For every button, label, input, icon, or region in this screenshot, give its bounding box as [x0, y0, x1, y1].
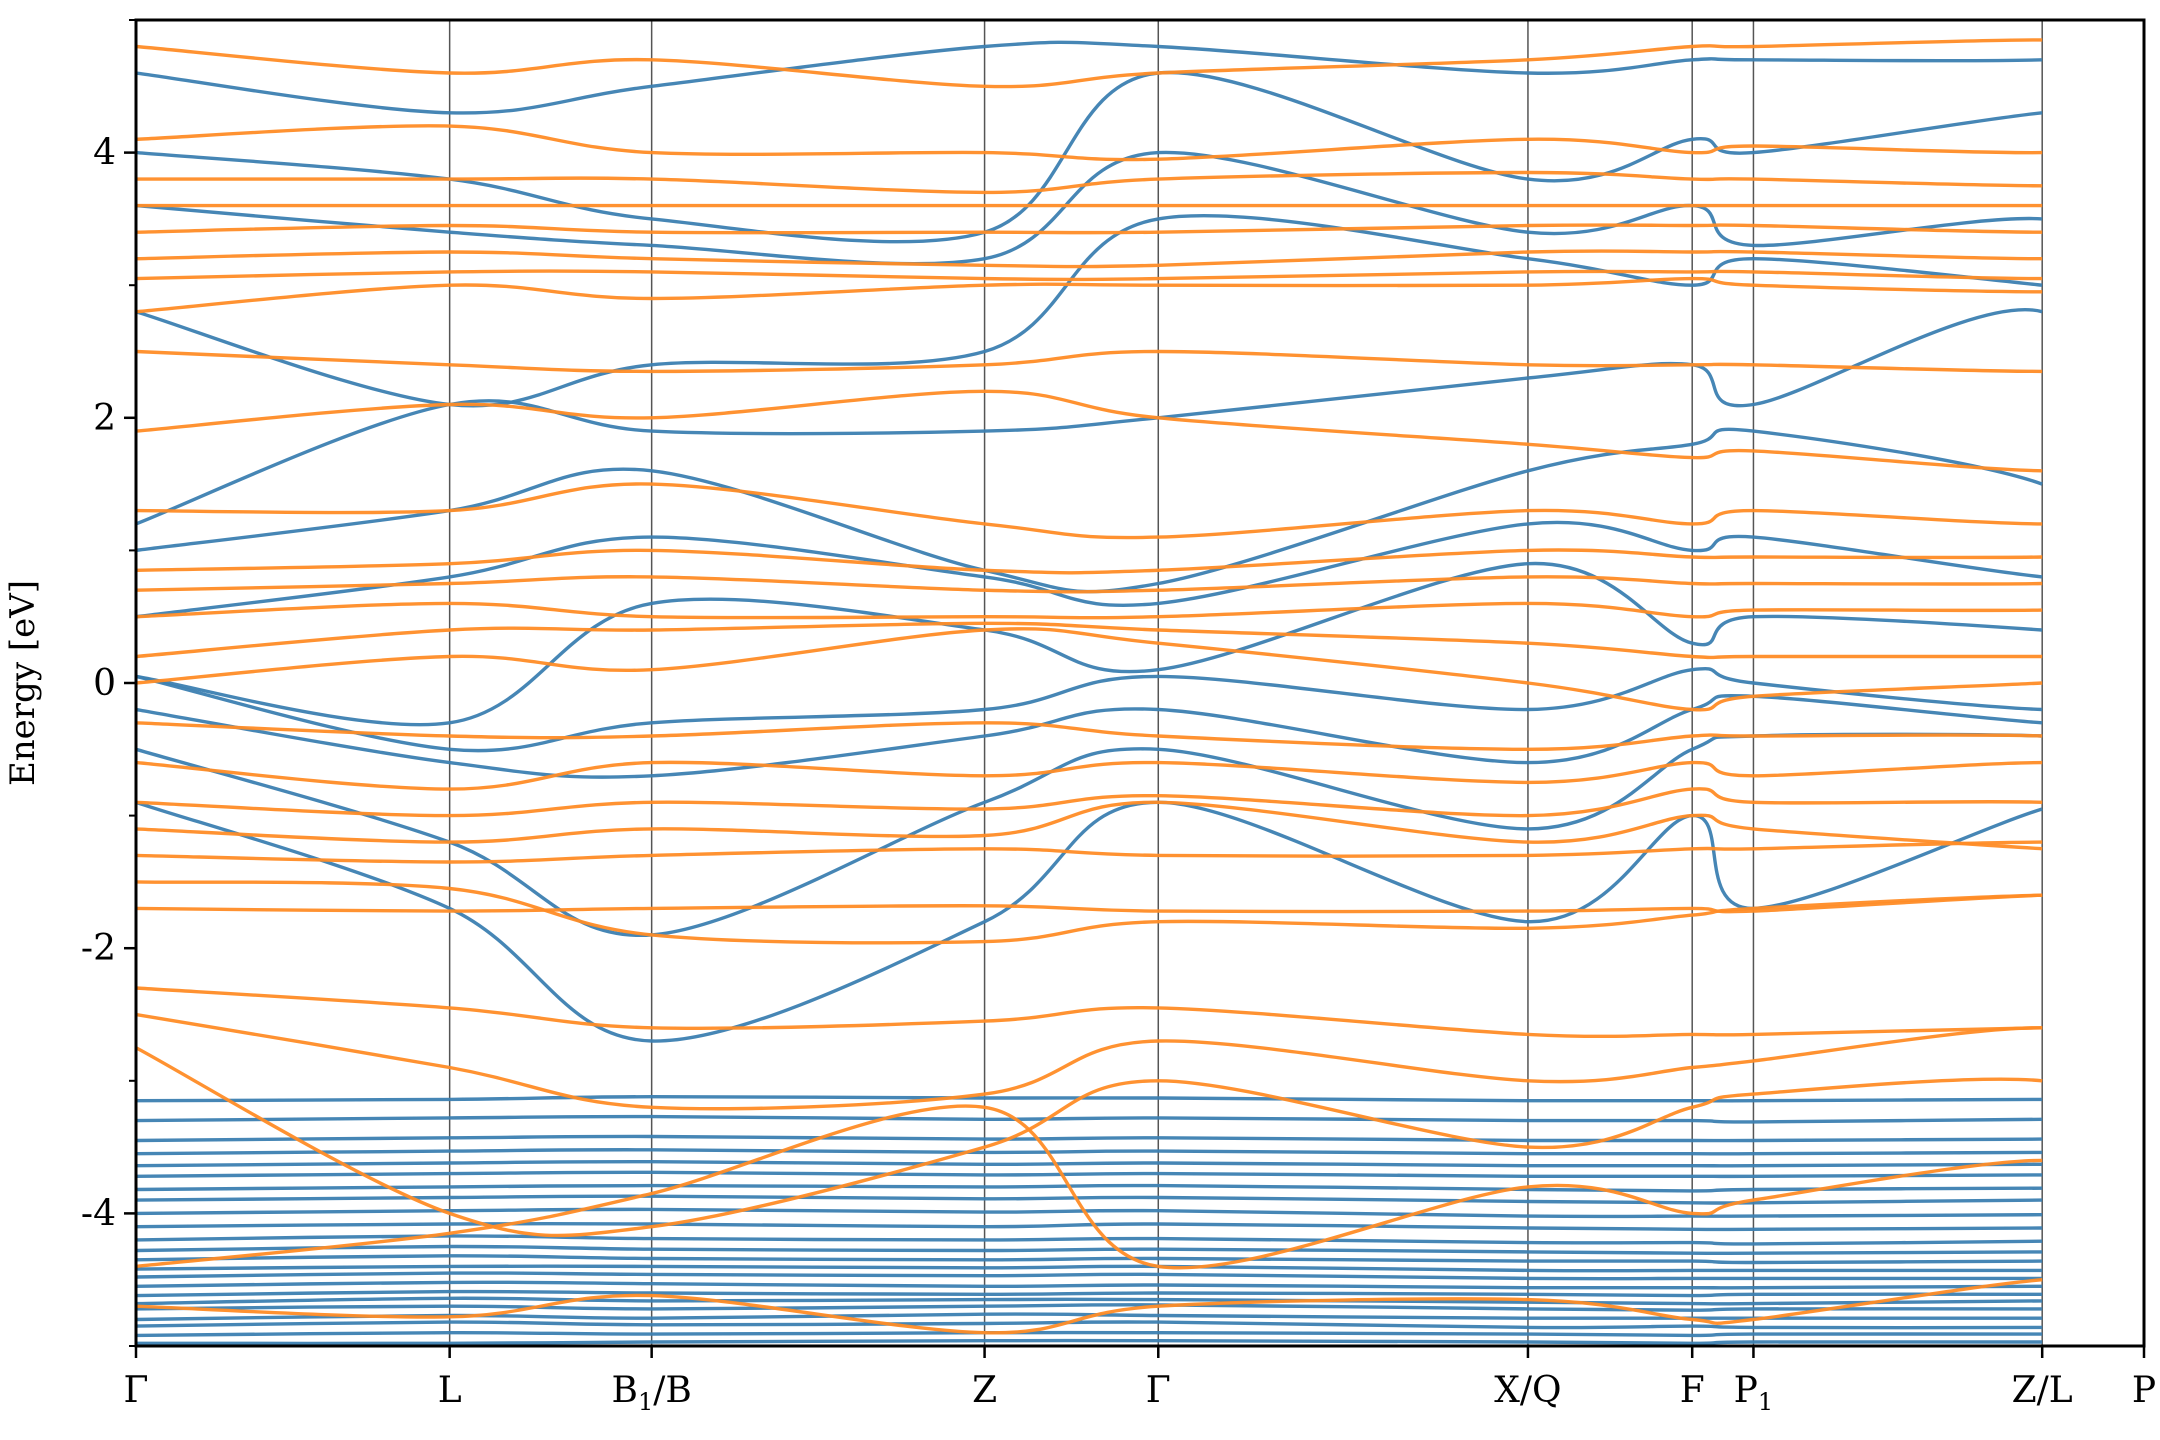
- band-line-orange: [136, 349, 2043, 374]
- band-line-orange: [136, 880, 2043, 945]
- band-line-blue: [136, 1170, 2043, 1179]
- band-line-blue: [136, 427, 2043, 594]
- band-line-blue: [136, 1134, 2043, 1143]
- band-line-blue: [136, 1244, 2043, 1256]
- band-line-orange: [136, 986, 2043, 1039]
- y-tick-label: -2: [81, 928, 116, 969]
- band-line-blue: [136, 1264, 2043, 1273]
- band-line-blue: [136, 694, 2043, 779]
- band-line-orange: [136, 627, 2043, 712]
- band-lines: [136, 38, 2043, 1346]
- band-line-blue: [136, 308, 2043, 526]
- band-line-blue: [136, 1234, 2043, 1246]
- band-line-orange: [136, 721, 2043, 751]
- band-line-orange: [136, 1012, 2043, 1111]
- band-line-orange: [136, 223, 2043, 235]
- kpoint-lines: [448, 20, 2043, 1346]
- band-line-orange: [136, 1278, 2043, 1335]
- band-line-blue: [136, 1194, 2043, 1205]
- band-line-blue: [136, 561, 2043, 727]
- band-line-blue: [136, 1320, 2043, 1330]
- band-line-orange: [136, 482, 2043, 540]
- y-tick-label: -4: [81, 1193, 116, 1234]
- y-tick-label: 0: [93, 663, 116, 704]
- x-tick-label: F: [1680, 1370, 1705, 1411]
- band-line-orange: [136, 389, 2043, 473]
- x-tick-label: Γ: [1146, 1370, 1171, 1411]
- x-tick-label: Z: [972, 1370, 997, 1411]
- band-line-blue: [136, 40, 2043, 115]
- band-line-blue: [136, 1312, 2043, 1322]
- x-axis: Γ L B1/B Z Γ X/Q F P1 Z/L P: [124, 1346, 2156, 1416]
- band-line-orange: [136, 249, 2043, 269]
- band-line-orange: [136, 124, 2043, 162]
- y-axis: -4 -2 0 2 4: [81, 19, 136, 1347]
- band-line-orange: [136, 621, 2043, 660]
- band-line-blue: [136, 667, 2043, 753]
- band-line-blue: [136, 1280, 2043, 1290]
- band-line-orange: [136, 575, 2043, 594]
- band-line-blue: [136, 1159, 2043, 1168]
- y-axis-label: Energy [eV]: [3, 580, 43, 786]
- band-line-orange: [136, 548, 2043, 575]
- band-line-orange: [136, 601, 2043, 620]
- band-line-orange: [136, 1046, 2043, 1238]
- band-line-orange: [136, 269, 2043, 282]
- x-tick-label: Z/L: [2012, 1370, 2073, 1411]
- band-line-orange: [136, 38, 2043, 89]
- band-line-blue: [136, 1296, 2043, 1306]
- band-line-orange: [136, 276, 2043, 314]
- x-tick-label: L: [438, 1370, 462, 1411]
- x-tick-label: P: [2132, 1370, 2156, 1411]
- band-line-blue: [136, 1094, 2043, 1103]
- band-line-blue: [136, 1303, 2043, 1312]
- band-line-blue: [136, 150, 2043, 266]
- band-line-blue: [136, 1330, 2043, 1338]
- band-line-orange: [136, 1104, 2043, 1270]
- band-line-blue: [136, 1289, 2043, 1298]
- band-line-orange: [136, 840, 2043, 864]
- y-tick-label: 4: [93, 133, 116, 174]
- band-line-orange: [136, 760, 2043, 791]
- band-line-orange: [136, 787, 2043, 818]
- x-tick-label: X/Q: [1494, 1370, 1561, 1411]
- band-line-blue: [136, 1338, 2043, 1346]
- band-line-blue: [136, 1222, 2043, 1232]
- band-line-blue: [136, 1114, 2043, 1124]
- band-line-orange: [136, 170, 2043, 195]
- band-line-orange: [136, 800, 2043, 851]
- band-line-blue: [136, 1254, 2043, 1265]
- x-tick-label: Γ: [124, 1370, 149, 1411]
- y-tick-label: 2: [93, 398, 116, 439]
- band-line-blue: [136, 1148, 2043, 1156]
- band-line-blue: [136, 1207, 2043, 1219]
- band-line-blue: [136, 1183, 2043, 1193]
- band-line-blue: [136, 1271, 2043, 1281]
- band-line-blue: [136, 520, 2043, 619]
- band-line-blue: [136, 70, 2043, 244]
